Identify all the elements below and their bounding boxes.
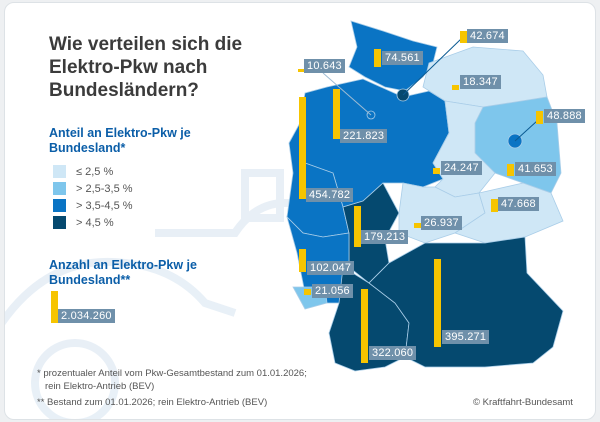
legend-count-heading: Anzahl an Elektro-Pkw je Bundesland** bbox=[49, 258, 197, 287]
state-value-bar bbox=[491, 199, 498, 212]
state-value-label: 322.060 bbox=[369, 346, 417, 360]
state-value-label: 454.782 bbox=[306, 188, 354, 202]
state-value-label: 24.247 bbox=[441, 161, 482, 175]
legend-label: > 3,5-4,5 % bbox=[76, 199, 133, 212]
state-value-bar bbox=[299, 97, 306, 199]
page-title: Wie verteilen sich die Elektro-Pkw nach … bbox=[49, 34, 243, 101]
footnote-2: ** Bestand zum 01.01.2026; rein Elektro-… bbox=[37, 397, 268, 408]
state-value-bar bbox=[361, 289, 368, 363]
state-value-label: 48.888 bbox=[544, 109, 585, 123]
state-value-label: 10.643 bbox=[304, 59, 345, 73]
legend-item: > 2,5-3,5 % bbox=[53, 182, 133, 195]
legend-label: > 2,5-3,5 % bbox=[76, 182, 133, 195]
state-value-bar bbox=[299, 249, 306, 272]
state-value-bar bbox=[304, 289, 311, 295]
state-value-label: 26.937 bbox=[421, 216, 462, 230]
state-value-bar bbox=[374, 49, 381, 67]
legend-swatch bbox=[53, 182, 66, 195]
legend-item: > 4,5 % bbox=[53, 216, 114, 229]
state-value-bar bbox=[354, 206, 361, 247]
legend-label: ≤ 2,5 % bbox=[76, 165, 114, 178]
state-value-label: 41.653 bbox=[515, 162, 556, 176]
footnote-1-line-1: * prozentualer Anteil vom Pkw-Gesamtbest… bbox=[37, 368, 307, 379]
region-bayern bbox=[368, 236, 564, 368]
legend-item: ≤ 2,5 % bbox=[53, 165, 113, 178]
state-value-label: 42.674 bbox=[467, 29, 508, 43]
legend-share-heading: Anteil an Elektro-Pkw je Bundesland* bbox=[49, 126, 191, 155]
legend-count-sample: 2.034.260 bbox=[58, 309, 115, 323]
state-value-bar bbox=[298, 69, 305, 72]
state-value-bar bbox=[434, 259, 441, 347]
state-value-label: 102.047 bbox=[307, 261, 355, 275]
source-credit: © Kraftfahrt-Bundesamt bbox=[473, 397, 573, 408]
state-value-label: 74.561 bbox=[382, 51, 423, 65]
legend-swatch bbox=[53, 216, 66, 229]
legend-swatch bbox=[53, 165, 66, 178]
state-value-label: 395.271 bbox=[442, 330, 490, 344]
legend-label: > 4,5 % bbox=[76, 216, 114, 229]
state-value-bar bbox=[452, 85, 459, 90]
legend-count-bar bbox=[51, 291, 58, 323]
state-value-label: 179.213 bbox=[361, 230, 409, 244]
leader-lines bbox=[322, 38, 538, 142]
state-value-bar bbox=[536, 111, 543, 124]
legend-item: > 3,5-4,5 % bbox=[53, 199, 133, 212]
state-value-bar bbox=[414, 223, 421, 228]
legend-swatch bbox=[53, 199, 66, 212]
footnote-1: * prozentualer Anteil vom Pkw-Gesamtbest… bbox=[37, 367, 307, 393]
state-value-bar bbox=[333, 89, 340, 139]
state-value-label: 47.668 bbox=[498, 197, 539, 211]
state-value-label: 221.823 bbox=[340, 129, 388, 143]
state-value-bar bbox=[507, 164, 514, 176]
footnote-1-line-2: rein Elektro-Antrieb (BEV) bbox=[45, 381, 155, 392]
infographic-card: Wie verteilen sich die Elektro-Pkw nach … bbox=[4, 2, 596, 420]
state-value-bar bbox=[460, 31, 467, 43]
state-value-label: 21.056 bbox=[312, 284, 353, 298]
state-value-label: 18.347 bbox=[460, 75, 501, 89]
watermark-car-plug bbox=[5, 169, 305, 419]
state-value-bar bbox=[433, 168, 440, 174]
